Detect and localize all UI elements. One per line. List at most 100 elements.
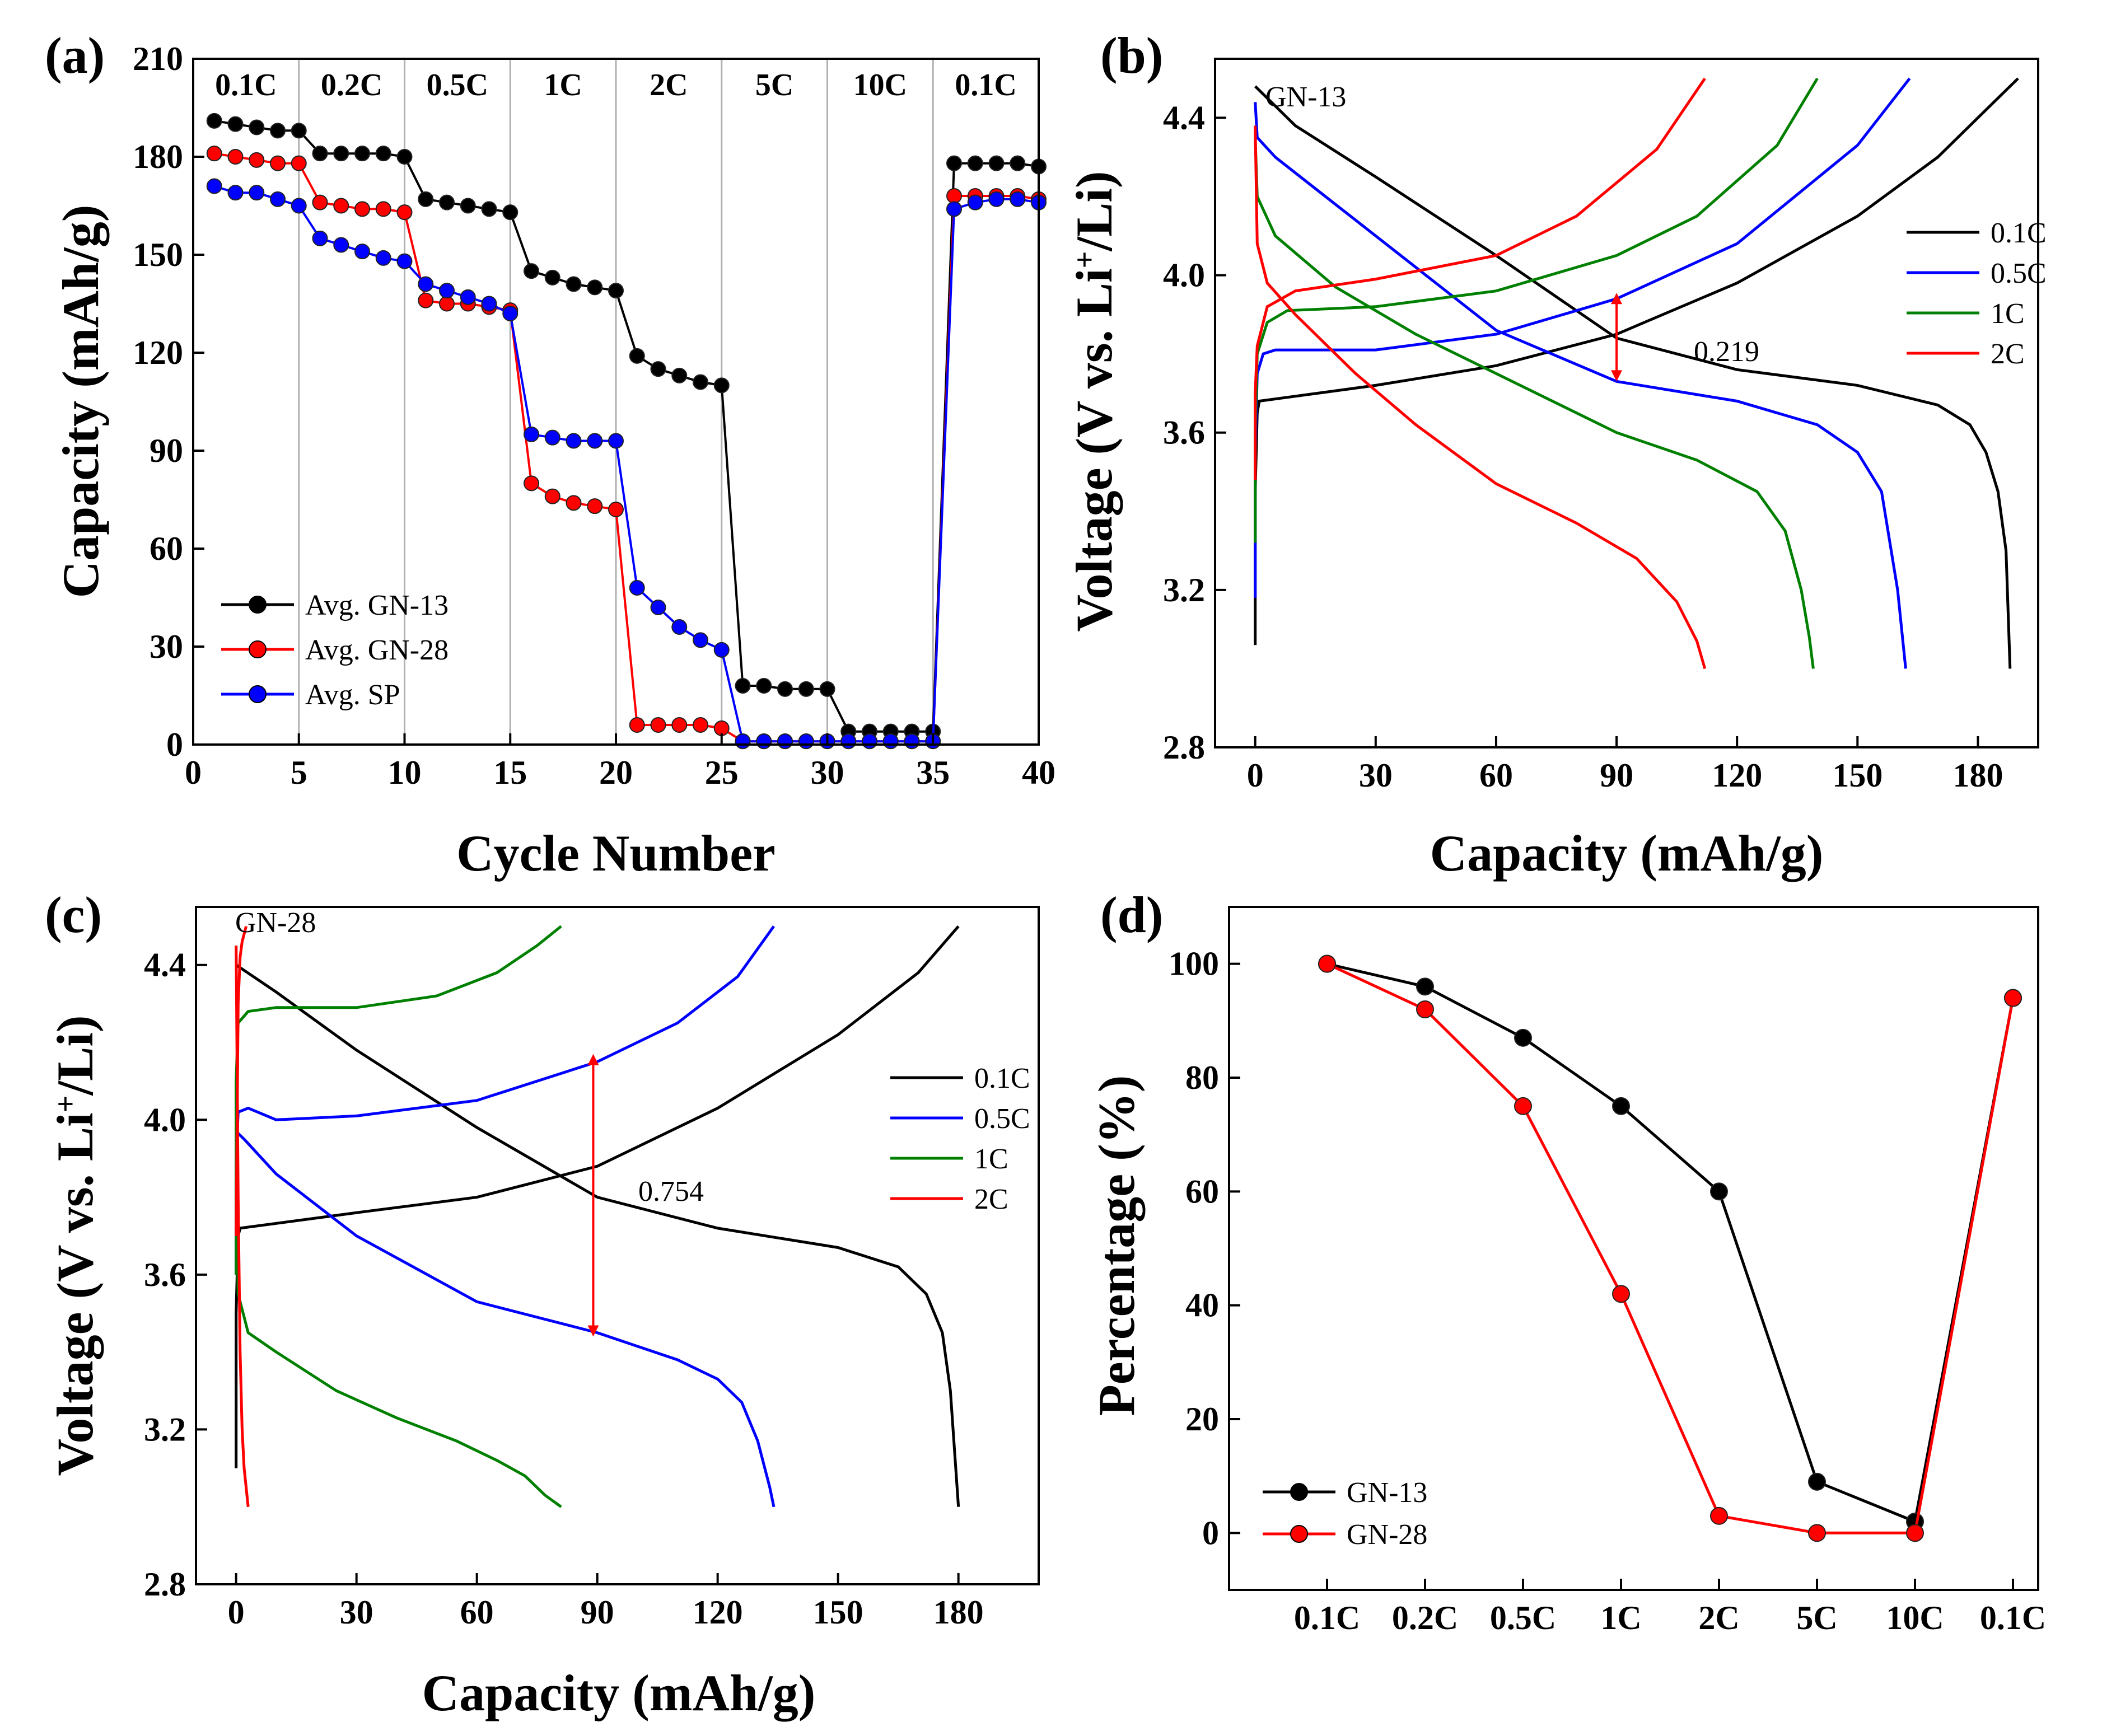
voltage-gap-arrow — [587, 1054, 599, 1337]
x-tick-label: 0 — [228, 1594, 245, 1631]
data-point — [1514, 1028, 1532, 1047]
y-tick-label: 120 — [133, 334, 183, 371]
data-point — [587, 433, 603, 449]
legend-marker — [1290, 1483, 1308, 1501]
data-point — [227, 185, 244, 201]
x-tick-label: 0.5C — [1490, 1599, 1556, 1636]
data-point — [566, 433, 582, 449]
y-axis-title-b: Voltage (V vs. Li+/Li) — [1066, 171, 1123, 631]
data-point — [375, 201, 391, 217]
data-point — [713, 377, 730, 394]
legend-label: 1C — [1991, 298, 2025, 330]
data-point — [713, 642, 730, 658]
legend-label: Avg. GN-28 — [305, 634, 449, 666]
arrow-head — [587, 1054, 599, 1065]
rate-label: 0.1C — [215, 68, 277, 102]
legend-label: GN-28 — [1347, 1519, 1427, 1551]
x-tick-label: 2C — [1698, 1599, 1739, 1636]
y-tick-label: 80 — [1185, 1059, 1219, 1096]
plot-frame-b — [1214, 58, 2039, 748]
data-point — [439, 194, 455, 210]
data-point — [608, 433, 624, 449]
data-point — [270, 123, 286, 139]
panel-label-d: (d) — [1100, 886, 1163, 943]
data-point — [312, 230, 328, 246]
data-point — [375, 146, 391, 162]
data-point — [354, 146, 370, 162]
x-tick-label: 90 — [581, 1594, 614, 1631]
data-point — [460, 198, 476, 214]
x-tick-label: 120 — [1712, 757, 1762, 794]
y-axis-title-d: Percentage (%) — [1088, 1075, 1145, 1416]
y-axis-title-c: Voltage (V vs. Li+/Li) — [46, 1015, 104, 1476]
data-point — [629, 717, 645, 733]
data-point — [249, 119, 265, 135]
legend-label: Avg. SP — [305, 679, 400, 711]
data-point — [1710, 1182, 1728, 1201]
legend-d: GN-13 GN-28 — [1263, 1477, 1427, 1551]
data-point — [544, 269, 560, 286]
legend-label: 0.1C — [1991, 217, 2047, 249]
x-tick-label: 120 — [693, 1594, 743, 1631]
data-point — [206, 113, 222, 129]
data-point — [354, 201, 370, 217]
rate-label: 0.5C — [427, 68, 488, 102]
series-line — [214, 185, 1039, 743]
data-point — [650, 717, 666, 733]
data-point — [524, 263, 539, 279]
rate-label: 0.2C — [321, 68, 382, 102]
x-tick-label: 150 — [1832, 757, 1883, 794]
plot-frame-d — [1228, 906, 2039, 1591]
data-point — [291, 123, 307, 139]
legend-marker — [249, 640, 267, 658]
y-tick-label: 30 — [150, 628, 183, 665]
rate-labels: 0.1C 0.2C 0.5C 1C 2C 5C 10C 0.1C — [215, 68, 1017, 102]
panel-label-c: (c) — [45, 886, 102, 943]
y-tick-label: 2.8 — [144, 1566, 186, 1603]
x-tick-label: 60 — [460, 1594, 494, 1631]
data-point — [354, 244, 370, 260]
data-point — [988, 155, 1005, 171]
panel-a: (a) 0.1C 0.2C 0.5C 1C 2C 5C 10C 0.1C 0 5 10 15 20 25… — [45, 27, 1055, 882]
data-point — [777, 733, 793, 750]
data-point — [439, 296, 455, 312]
y-tick-label: 3.2 — [144, 1411, 186, 1448]
x-tick-label: 5 — [291, 754, 307, 791]
sample-label-b: GN-13 — [1265, 81, 1346, 113]
x-axis-ticks: 0 5 10 15 20 25 30 35 40 — [185, 733, 1055, 791]
y-tick-label: 4.4 — [144, 947, 186, 984]
y-tick-label: 60 — [1185, 1173, 1219, 1210]
series-layer — [1318, 954, 2022, 1542]
x-tick-label: 30 — [811, 754, 844, 791]
arrow-head — [587, 1325, 599, 1337]
legend-label: 2C — [1991, 338, 2025, 370]
x-axis-ticks: 0 30 60 90 120 150 180 — [228, 1573, 984, 1631]
data-point — [418, 191, 434, 207]
data-point — [418, 292, 434, 308]
x-tick-label: 0 — [1247, 757, 1264, 794]
panel-c: (c) 0 30 60 90 120 150 180 2.8 3.2 3.6 4.0 4.4 GN-… — [45, 886, 1040, 1721]
discharge-curve — [1254, 85, 2012, 669]
data-point — [629, 580, 645, 596]
data-point — [967, 155, 983, 171]
series-line — [1326, 962, 2015, 1534]
voltage-gap-arrow — [1611, 293, 1623, 382]
y-tick-label: 180 — [133, 138, 183, 175]
data-point — [946, 201, 962, 217]
discharge-curve — [1254, 125, 1707, 670]
panel-b: (b) 0 30 60 90 120 150 180 2.8 3.2 3.6 4.0 4.4 GN-… — [1066, 27, 2047, 882]
data-point — [1808, 1524, 1826, 1542]
y-tick-label: 150 — [133, 236, 183, 273]
x-tick-label: 5C — [1796, 1599, 1837, 1636]
panel-label-a: (a) — [45, 27, 105, 84]
data-point — [735, 733, 751, 750]
x-axis-title-b: Capacity (mAh/g) — [1430, 825, 1824, 882]
x-axis-ticks: 0 30 60 90 120 150 180 — [1247, 736, 2003, 794]
series-line — [214, 119, 1039, 733]
voltage-gap-label-b: 0.219 — [1694, 336, 1759, 368]
x-tick-label: 30 — [340, 1594, 373, 1631]
legend-b: 0.1C 0.5C 1C 2C — [1907, 217, 2047, 370]
panel-d: (d) 0.1C 0.2C 0.5C 1C 2C 5C 10C 0.1C 0 20 40 60 80 1… — [1088, 886, 2046, 1636]
legend-label: 2C — [974, 1183, 1008, 1215]
series-layer — [235, 925, 960, 1508]
